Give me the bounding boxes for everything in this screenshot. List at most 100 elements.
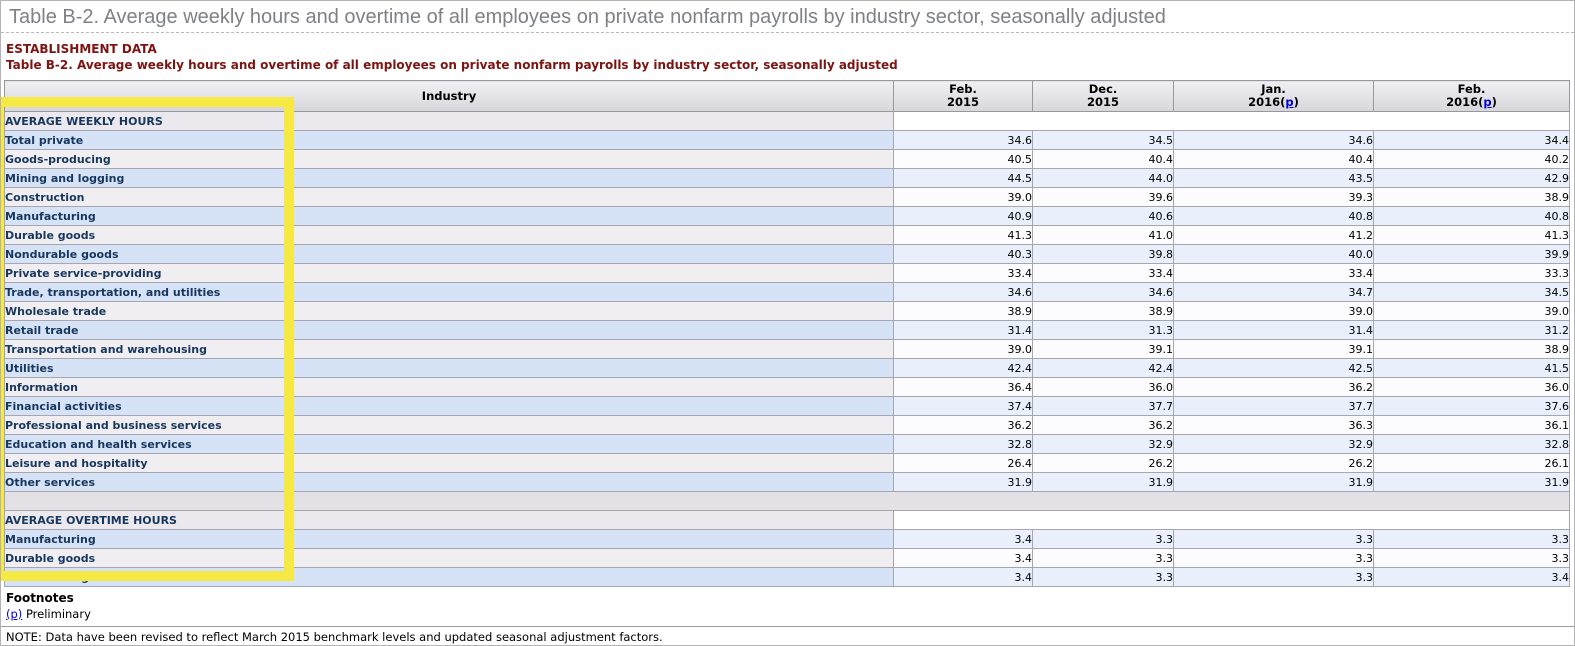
value-cell: 44.5 xyxy=(893,168,1033,188)
value-cell: 37.7 xyxy=(1173,396,1374,416)
value-cell: 39.3 xyxy=(1173,187,1374,207)
industry-cell: Wholesale trade xyxy=(4,301,894,321)
table-row: Nondurable goods 3.4 3.3 3.3 3.4 xyxy=(4,567,1570,587)
industry-cell: Durable goods xyxy=(4,548,894,568)
value-cell: 39.1 xyxy=(1173,339,1374,359)
value-cell: 31.4 xyxy=(893,320,1033,340)
value-cell: 39.8 xyxy=(1032,244,1174,264)
paren-open: ( xyxy=(1478,95,1484,109)
column-header-industry: Industry xyxy=(4,80,894,112)
value-cell: 38.9 xyxy=(1373,187,1570,207)
data-table: Industry Feb. 2015 Dec. 2015 Jan. 2016(p… xyxy=(4,80,1570,587)
value-cell: 40.0 xyxy=(1173,244,1374,264)
value-cell: 31.9 xyxy=(893,472,1033,492)
value-cell: 33.4 xyxy=(893,263,1033,283)
industry-cell: Mining and logging xyxy=(4,168,894,188)
value-cell: 37.7 xyxy=(1032,396,1174,416)
table-row: Mining and logging 44.5 44.0 43.5 42.9 xyxy=(4,168,1570,188)
table-row: Durable goods 3.4 3.3 3.3 3.3 xyxy=(4,548,1570,568)
preliminary-marker: (p) xyxy=(1478,95,1497,109)
value-cell: 36.2 xyxy=(1032,415,1174,435)
value-cell: 40.3 xyxy=(893,244,1033,264)
industry-cell: Transportation and warehousing xyxy=(4,339,894,359)
value-cell: 38.9 xyxy=(1032,301,1174,321)
value-cell: 32.9 xyxy=(1173,434,1374,454)
value-cell: 34.6 xyxy=(1032,282,1174,302)
value-cell: 39.0 xyxy=(1373,301,1570,321)
value-cell: 41.5 xyxy=(1373,358,1570,378)
industry-cell: Education and health services xyxy=(4,434,894,454)
industry-cell: Information xyxy=(4,377,894,397)
page-title: Table B-2. Average weekly hours and over… xyxy=(9,6,1166,28)
value-cell: 36.3 xyxy=(1173,415,1374,435)
table-row: Retail trade 31.4 31.3 31.4 31.2 xyxy=(4,320,1570,340)
establishment-data-label: ESTABLISHMENT DATA xyxy=(6,42,157,56)
value-cell: 34.5 xyxy=(1373,282,1570,302)
value-cell: 31.9 xyxy=(1173,472,1374,492)
preliminary-footnote-link[interactable]: (p) xyxy=(6,607,23,621)
industry-cell: Retail trade xyxy=(4,320,894,340)
value-cell: 40.2 xyxy=(1373,149,1570,169)
industry-cell: Durable goods xyxy=(4,225,894,245)
table-row: Nondurable goods 40.3 39.8 40.0 39.9 xyxy=(4,244,1570,264)
value-cell: 26.4 xyxy=(893,453,1033,473)
value-cell: 31.9 xyxy=(1373,472,1570,492)
table-row: Construction 39.0 39.6 39.3 38.9 xyxy=(4,187,1570,207)
table-row: Durable goods 41.3 41.0 41.2 41.3 xyxy=(4,225,1570,245)
value-cell: 34.6 xyxy=(1173,130,1374,150)
table-row: Other services 31.9 31.9 31.9 31.9 xyxy=(4,472,1570,492)
note-box: NOTE: Data have been revised to reflect … xyxy=(1,626,1574,645)
value-cell: 39.6 xyxy=(1032,187,1174,207)
section-header-row: AVERAGE WEEKLY HOURS xyxy=(4,111,1570,131)
value-cell: 41.0 xyxy=(1032,225,1174,245)
industry-cell: Nondurable goods xyxy=(4,244,894,264)
value-cell: 34.6 xyxy=(893,130,1033,150)
column-header-feb-2015: Feb. 2015 xyxy=(893,80,1033,112)
section-empty-cell xyxy=(893,111,1570,131)
table-row: Financial activities 37.4 37.7 37.7 37.6 xyxy=(4,396,1570,416)
value-cell: 39.1 xyxy=(1032,339,1174,359)
value-cell: 41.3 xyxy=(1373,225,1570,245)
value-cell: 42.4 xyxy=(1032,358,1174,378)
value-cell: 33.4 xyxy=(1173,263,1374,283)
value-cell: 36.4 xyxy=(893,377,1033,397)
value-cell: 44.0 xyxy=(1032,168,1174,188)
section-header-row: AVERAGE OVERTIME HOURS xyxy=(4,510,1570,530)
value-cell: 36.2 xyxy=(1173,377,1374,397)
value-cell: 3.3 xyxy=(1032,567,1174,587)
industry-cell: Total private xyxy=(4,130,894,150)
note-text: NOTE: Data have been revised to reflect … xyxy=(6,630,663,644)
value-cell: 40.8 xyxy=(1373,206,1570,226)
footnotes-heading: Footnotes xyxy=(6,591,74,605)
footnote-line: (p) Preliminary xyxy=(6,607,1574,621)
value-cell: 39.0 xyxy=(1173,301,1374,321)
value-cell: 43.5 xyxy=(1173,168,1374,188)
value-cell: 39.0 xyxy=(893,339,1033,359)
value-cell: 36.0 xyxy=(1032,377,1174,397)
period-year: 2015 xyxy=(1086,95,1119,109)
preliminary-marker: (p) xyxy=(1280,95,1299,109)
table-row: Wholesale trade 38.9 38.9 39.0 39.0 xyxy=(4,301,1570,321)
value-cell: 33.3 xyxy=(1373,263,1570,283)
period-year: 2016 xyxy=(1446,95,1479,109)
preliminary-footnote-link[interactable]: p xyxy=(1285,95,1294,109)
table-row: Manufacturing 40.9 40.6 40.8 40.8 xyxy=(4,206,1570,226)
paren-close: ) xyxy=(1293,95,1299,109)
industry-cell: Manufacturing xyxy=(4,529,894,549)
footnotes-section: Footnotes (p) Preliminary xyxy=(1,591,1574,621)
period-year: 2016 xyxy=(1248,95,1281,109)
paren-close: ) xyxy=(1491,95,1497,109)
table-row: Private service-providing 33.4 33.4 33.4 33.… xyxy=(4,263,1570,283)
industry-cell: Other services xyxy=(4,472,894,492)
separator-row xyxy=(4,491,1570,511)
table-row: Total private 34.6 34.5 34.6 34.4 xyxy=(4,130,1570,150)
value-cell: 3.4 xyxy=(1373,567,1570,587)
industry-cell: Nondurable goods xyxy=(4,567,894,587)
column-header-dec-2015: Dec. 2015 xyxy=(1032,80,1174,112)
table-row: Leisure and hospitality 26.4 26.2 26.2 26.1 xyxy=(4,453,1570,473)
value-cell: 3.4 xyxy=(893,567,1033,587)
preliminary-footnote-link[interactable]: p xyxy=(1483,95,1492,109)
header-row: Industry Feb. 2015 Dec. 2015 Jan. 2016(p… xyxy=(4,80,1570,112)
table-row: Utilities 42.4 42.4 42.5 41.5 xyxy=(4,358,1570,378)
